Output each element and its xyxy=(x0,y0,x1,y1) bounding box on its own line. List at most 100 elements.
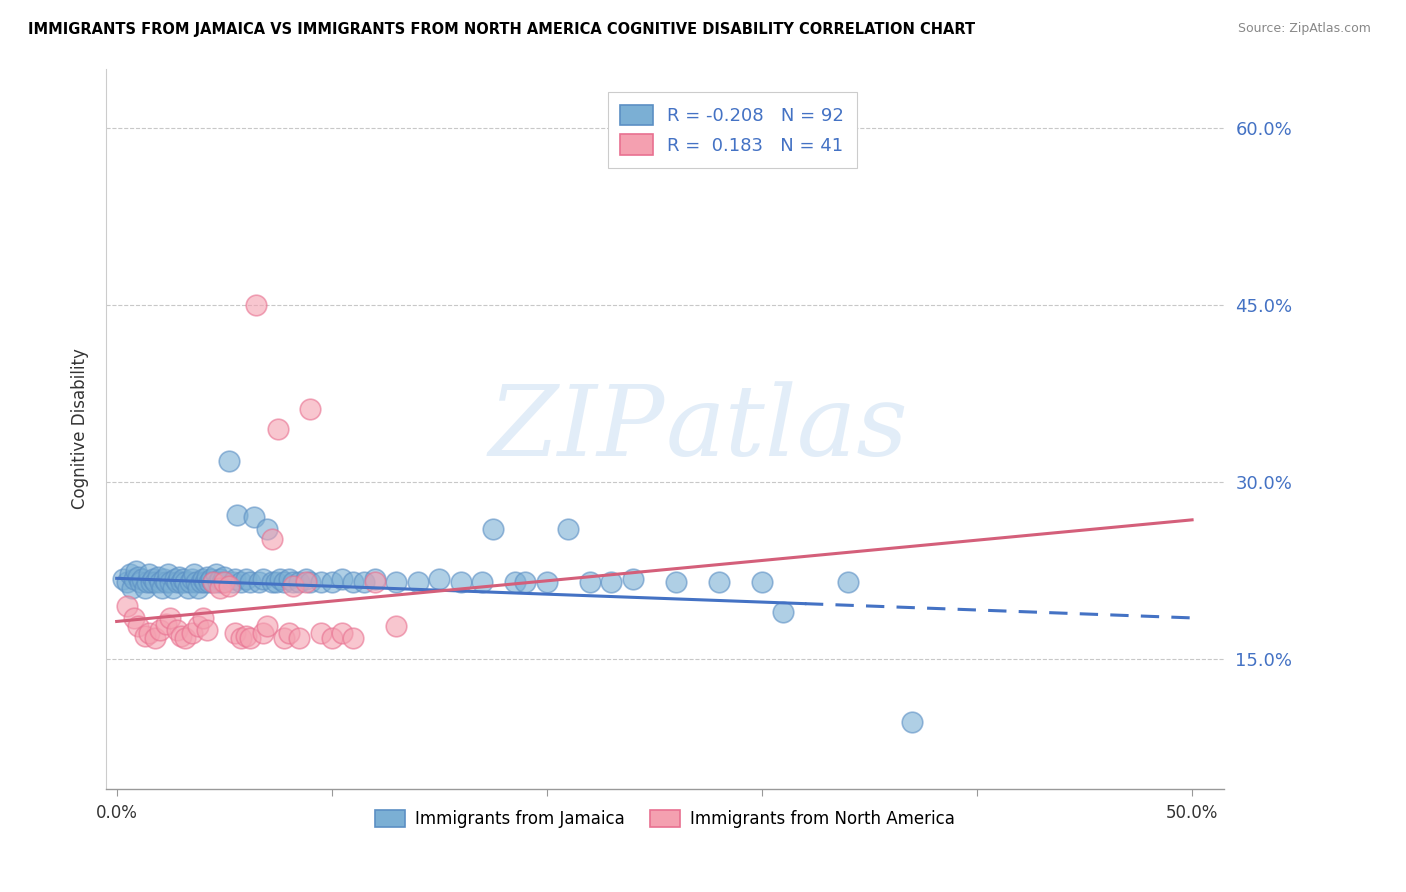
Point xyxy=(187,619,209,633)
Point xyxy=(273,575,295,590)
Point xyxy=(208,582,231,596)
Point xyxy=(183,567,205,582)
Point xyxy=(277,626,299,640)
Legend: Immigrants from Jamaica, Immigrants from North America: Immigrants from Jamaica, Immigrants from… xyxy=(368,804,962,835)
Point xyxy=(166,575,188,590)
Point xyxy=(142,572,165,586)
Point xyxy=(211,575,233,590)
Point xyxy=(295,575,318,590)
Point xyxy=(299,401,322,416)
Point xyxy=(195,623,218,637)
Point xyxy=(170,629,193,643)
Point xyxy=(149,575,172,590)
Point xyxy=(194,575,217,590)
Point xyxy=(288,631,311,645)
Point xyxy=(118,567,141,582)
Point xyxy=(536,575,558,590)
Point xyxy=(226,508,249,522)
Point xyxy=(218,454,240,468)
Text: IMMIGRANTS FROM JAMAICA VS IMMIGRANTS FROM NORTH AMERICA COGNITIVE DISABILITY CO: IMMIGRANTS FROM JAMAICA VS IMMIGRANTS FR… xyxy=(28,22,976,37)
Point xyxy=(174,631,197,645)
Point xyxy=(135,575,157,590)
Point xyxy=(212,575,235,590)
Point xyxy=(208,572,231,586)
Point xyxy=(450,575,472,590)
Text: ZIP: ZIP xyxy=(489,381,665,476)
Point xyxy=(117,599,139,613)
Point xyxy=(159,611,181,625)
Point xyxy=(267,422,290,436)
Point xyxy=(665,575,688,590)
Point xyxy=(260,532,283,546)
Point xyxy=(172,572,194,586)
Point xyxy=(174,575,197,590)
Point xyxy=(200,572,222,586)
Point xyxy=(295,572,318,586)
Point xyxy=(256,619,278,633)
Point xyxy=(155,575,177,590)
Point xyxy=(385,619,408,633)
Point xyxy=(186,575,208,590)
Point xyxy=(167,569,190,583)
Point xyxy=(321,631,343,645)
Point xyxy=(149,623,172,637)
Point xyxy=(170,575,193,590)
Point xyxy=(342,575,364,590)
Point xyxy=(159,575,181,590)
Point xyxy=(191,611,214,625)
Point xyxy=(256,522,278,536)
Point xyxy=(288,575,311,590)
Point xyxy=(162,582,184,596)
Point xyxy=(579,575,602,590)
Point xyxy=(321,575,343,590)
Point xyxy=(364,572,387,586)
Point xyxy=(235,629,257,643)
Point xyxy=(332,626,354,640)
Point xyxy=(202,575,225,590)
Point xyxy=(122,611,145,625)
Point xyxy=(277,572,299,586)
Point xyxy=(202,575,225,590)
Point xyxy=(364,575,387,590)
Point xyxy=(406,575,429,590)
Point xyxy=(212,569,235,583)
Point xyxy=(621,572,644,586)
Point xyxy=(121,582,143,596)
Point xyxy=(281,575,304,590)
Point xyxy=(138,626,160,640)
Point xyxy=(218,579,240,593)
Point xyxy=(332,572,354,586)
Point xyxy=(269,572,291,586)
Point xyxy=(224,572,246,586)
Point xyxy=(281,579,304,593)
Point xyxy=(901,714,924,729)
Point xyxy=(146,569,169,583)
Point xyxy=(264,575,287,590)
Point xyxy=(557,522,579,536)
Point xyxy=(772,605,794,619)
Point xyxy=(129,575,152,590)
Point xyxy=(707,575,730,590)
Point xyxy=(139,575,162,590)
Point xyxy=(299,575,322,590)
Point xyxy=(385,575,408,590)
Point xyxy=(231,631,253,645)
Point xyxy=(181,626,204,640)
Point xyxy=(837,575,859,590)
Point xyxy=(239,631,262,645)
Point xyxy=(145,575,167,590)
Point xyxy=(309,575,332,590)
Point xyxy=(195,569,218,583)
Point xyxy=(187,582,209,596)
Point xyxy=(153,572,176,586)
Point xyxy=(600,575,623,590)
Point xyxy=(125,564,148,578)
Point xyxy=(751,575,773,590)
Point xyxy=(245,298,267,312)
Point xyxy=(122,572,145,586)
Point xyxy=(353,575,375,590)
Point xyxy=(247,575,270,590)
Point xyxy=(190,575,212,590)
Point xyxy=(112,572,135,586)
Point xyxy=(157,567,180,582)
